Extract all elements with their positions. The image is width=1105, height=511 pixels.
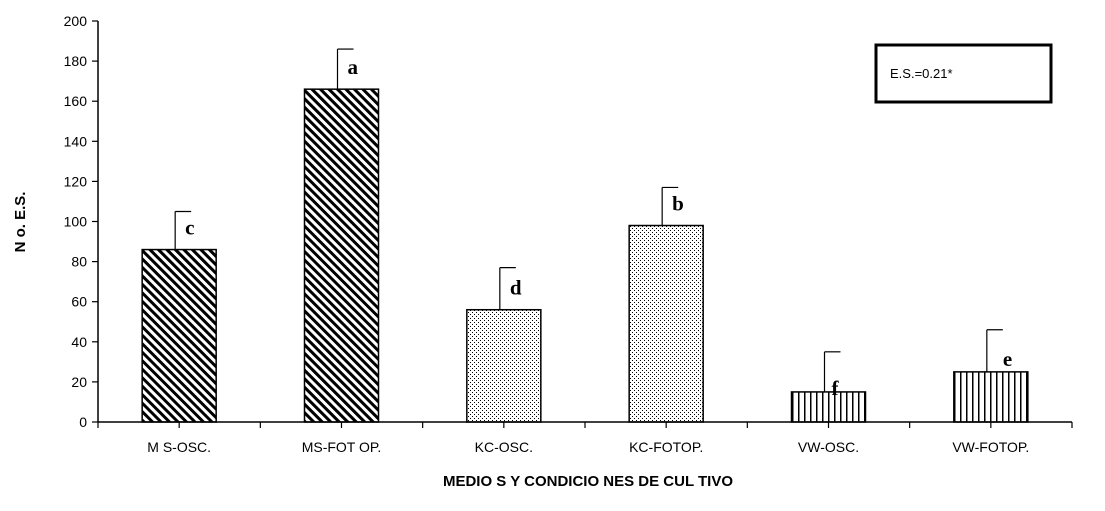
significance-letters-group: c a d b f e xyxy=(185,55,1012,400)
x-tick-label: M S-OSC. xyxy=(147,439,211,455)
significance-letter: a xyxy=(348,55,359,79)
bar xyxy=(141,248,217,423)
y-tick-label: 80 xyxy=(71,254,87,270)
x-tick-label: KC-OSC. xyxy=(475,439,533,455)
significance-letter: b xyxy=(672,192,684,216)
x-tick-label: MS-FOT OP. xyxy=(302,439,382,455)
y-tick-label: 60 xyxy=(71,294,87,310)
y-tick-label: 20 xyxy=(71,374,87,390)
x-tick-label: VW-OSC. xyxy=(798,439,859,455)
significance-letter: d xyxy=(510,276,522,300)
annotation-text: E.S.=0.21* xyxy=(890,66,953,81)
x-tick-label: VW-FOTOP. xyxy=(952,439,1029,455)
y-axis-title: N o. E.S. xyxy=(12,192,29,253)
bar xyxy=(790,391,867,423)
y-tick-label: 40 xyxy=(71,334,87,350)
error-bars-group xyxy=(174,48,1003,392)
y-tick-label: 180 xyxy=(64,53,88,69)
bar xyxy=(303,88,380,423)
significance-letter: f xyxy=(832,376,840,400)
significance-letter: e xyxy=(1003,347,1012,371)
y-tick-label: 140 xyxy=(64,133,88,149)
bar xyxy=(953,371,1029,423)
x-tick-label: KC-FOTOP. xyxy=(629,439,703,455)
x-tick-labels: M S-OSC. MS-FOT OP. KC-OSC. KC-FOTOP. VW-OSC… xyxy=(97,422,1073,455)
bars-group xyxy=(141,88,1029,423)
y-tick-label: 120 xyxy=(64,173,88,189)
y-tick-label: 200 xyxy=(64,13,88,29)
annotation-box xyxy=(874,43,1053,104)
y-tick-label: 160 xyxy=(64,93,88,109)
significance-letter: c xyxy=(185,216,194,240)
y-axis-ticks: 0 20 40 60 80 100 120 140 160 180 200 xyxy=(64,13,98,430)
y-tick-label: 0 xyxy=(79,414,87,430)
x-axis-title: MEDIO S Y CONDICIO NES DE CUL TIVO xyxy=(443,473,733,490)
y-tick-label: 100 xyxy=(64,214,88,230)
bar xyxy=(466,308,542,423)
bar xyxy=(628,224,704,423)
